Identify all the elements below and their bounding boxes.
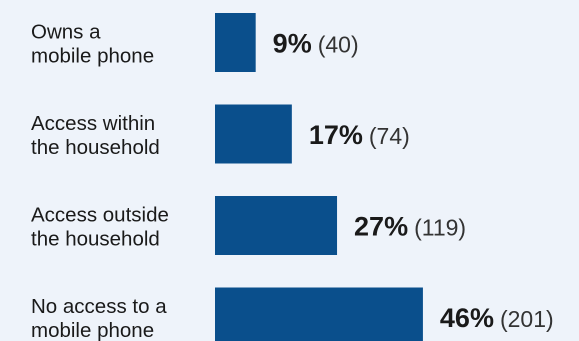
category-label: Access within the household	[31, 112, 160, 159]
category-label-line: the household	[31, 228, 160, 251]
category-label-line: Access outside	[31, 204, 169, 227]
value-label: 46% (201)	[440, 303, 554, 333]
category-label-line: No access to a	[31, 295, 167, 318]
count-label: (201)	[500, 306, 554, 332]
bar	[215, 13, 256, 72]
category-label-line: Access within	[31, 112, 155, 135]
category-label-line: the household	[31, 136, 160, 159]
value-label: 9% (40)	[273, 29, 359, 59]
category-label-line: mobile phone	[31, 319, 154, 341]
value-label: 17% (74)	[309, 120, 410, 150]
percent-label: 9%	[273, 29, 312, 59]
chart-rows: Owns a mobile phone 9% (40)Access within the…	[31, 13, 554, 341]
category-label: Access outside the household	[31, 204, 169, 251]
count-label: (119)	[414, 215, 466, 241]
bar	[215, 196, 338, 255]
bar	[215, 104, 292, 164]
category-label: Owns a mobile phone	[31, 21, 154, 68]
category-label-line: Owns a	[31, 21, 101, 44]
category-label-line: mobile phone	[31, 45, 154, 68]
count-label: (74)	[369, 123, 410, 149]
percent-label: 27%	[354, 212, 408, 242]
percent-label: 17%	[309, 120, 363, 150]
count-label: (40)	[318, 32, 359, 58]
percent-label: 46%	[440, 303, 494, 333]
value-label: 27% (119)	[354, 212, 466, 242]
category-label: No access to a mobile phone	[31, 295, 167, 341]
bar	[215, 287, 423, 341]
